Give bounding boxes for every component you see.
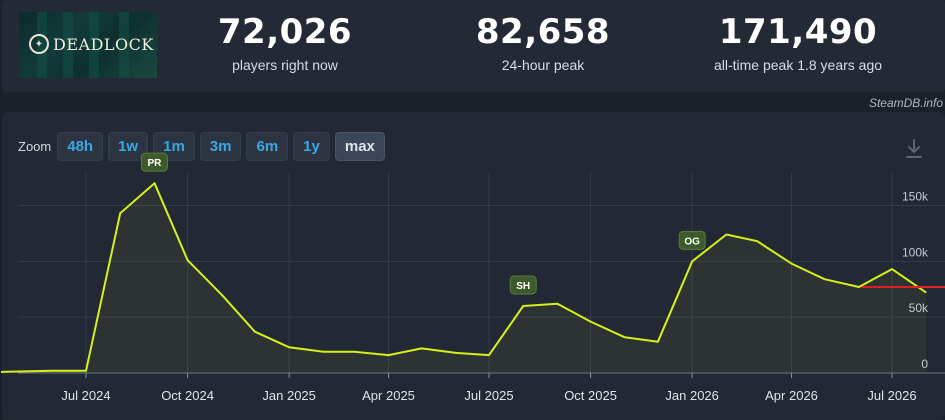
event-badge: [678, 230, 706, 250]
x-tick-label: Jul 2026: [867, 388, 916, 403]
zoom-3m-button[interactable]: 3m: [199, 132, 242, 161]
event-badge-label: PR: [148, 158, 163, 169]
x-tick-label: Jul 2025: [464, 388, 513, 403]
zoom-1y-button[interactable]: 1y: [293, 132, 330, 161]
zoom-controls: Zoom 48h 1w 1m 3m 6m 1y max: [18, 132, 390, 161]
x-tick-label: Oct 2024: [161, 388, 214, 403]
all-time-peak-stat: 171,490 all-time peak 1.8 years ago: [696, 12, 900, 73]
event-badge-label: OG: [684, 236, 700, 247]
all-time-peak-value: 171,490: [718, 12, 878, 52]
x-tick-label: Apr 2026: [765, 388, 818, 403]
current-players-label: players right now: [232, 57, 338, 73]
zoom-label: Zoom: [18, 139, 52, 154]
zoom-48h-button[interactable]: 48h: [57, 132, 104, 161]
event-badge: [509, 275, 537, 295]
event-badge-label: SH: [516, 281, 530, 292]
zoom-max-button[interactable]: max: [334, 132, 385, 161]
current-players-value: 72,026: [217, 12, 353, 52]
series-line: [0, 182, 927, 373]
x-tick-label: Apr 2025: [362, 388, 415, 403]
daily-peak-value: 82,658: [475, 12, 611, 52]
game-logo[interactable]: ✦ DEADLOCK: [19, 12, 157, 78]
daily-peak-stat: 82,658 24-hour peak: [450, 12, 636, 73]
y-tick-label: 100k: [902, 245, 929, 259]
series-area: [1, 183, 927, 373]
x-tick-label: Oct 2025: [564, 388, 617, 403]
x-tick-label: Jan 2026: [665, 388, 719, 403]
zoom-1m-button[interactable]: 1m: [153, 132, 195, 161]
event-badge: [140, 152, 168, 172]
all-time-peak-label: all-time peak 1.8 years ago: [713, 57, 883, 73]
stats-header: ✦ DEADLOCK 72,026 players right now 82,6…: [2, 0, 945, 92]
y-tick-label: 150k: [902, 190, 929, 204]
zoom-6m-button[interactable]: 6m: [246, 132, 289, 161]
y-tick-label: 50k: [909, 301, 929, 315]
steamdb-credit[interactable]: SteamDB.info: [868, 96, 943, 110]
x-tick-label: Jan 2025: [262, 388, 316, 403]
download-icon[interactable]: [905, 137, 923, 161]
deadlock-emblem-icon: ✦: [29, 34, 49, 54]
y-tick-label: 0: [921, 357, 928, 371]
x-tick-label: Jul 2024: [61, 388, 110, 403]
game-logo-text: DEADLOCK: [53, 34, 154, 54]
current-players-stat: 72,026 players right now: [192, 12, 378, 73]
daily-peak-label: 24-hour peak: [501, 57, 585, 73]
